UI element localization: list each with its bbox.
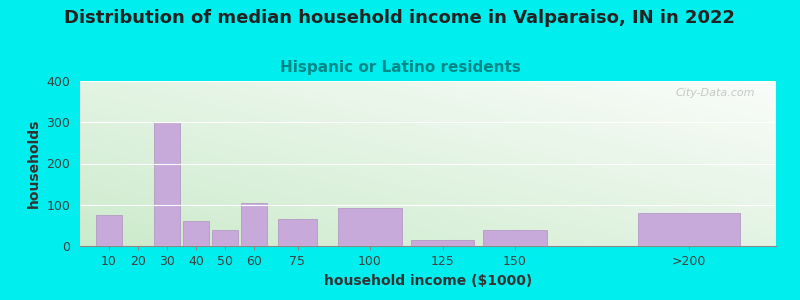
- Y-axis label: households: households: [27, 119, 41, 208]
- Text: Hispanic or Latino residents: Hispanic or Latino residents: [279, 60, 521, 75]
- Bar: [410, 240, 474, 246]
- Text: City-Data.com: City-Data.com: [676, 88, 755, 98]
- Bar: [183, 221, 209, 246]
- Bar: [483, 230, 547, 246]
- Bar: [338, 208, 402, 246]
- Text: Distribution of median household income in Valparaiso, IN in 2022: Distribution of median household income …: [65, 9, 735, 27]
- X-axis label: household income ($1000): household income ($1000): [324, 274, 532, 288]
- Bar: [212, 230, 238, 246]
- Bar: [96, 215, 122, 246]
- Bar: [278, 219, 317, 246]
- Bar: [638, 213, 740, 246]
- Bar: [242, 203, 266, 246]
- Bar: [154, 122, 180, 246]
